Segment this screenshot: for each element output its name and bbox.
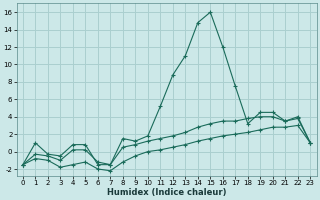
X-axis label: Humidex (Indice chaleur): Humidex (Indice chaleur) bbox=[107, 188, 226, 197]
